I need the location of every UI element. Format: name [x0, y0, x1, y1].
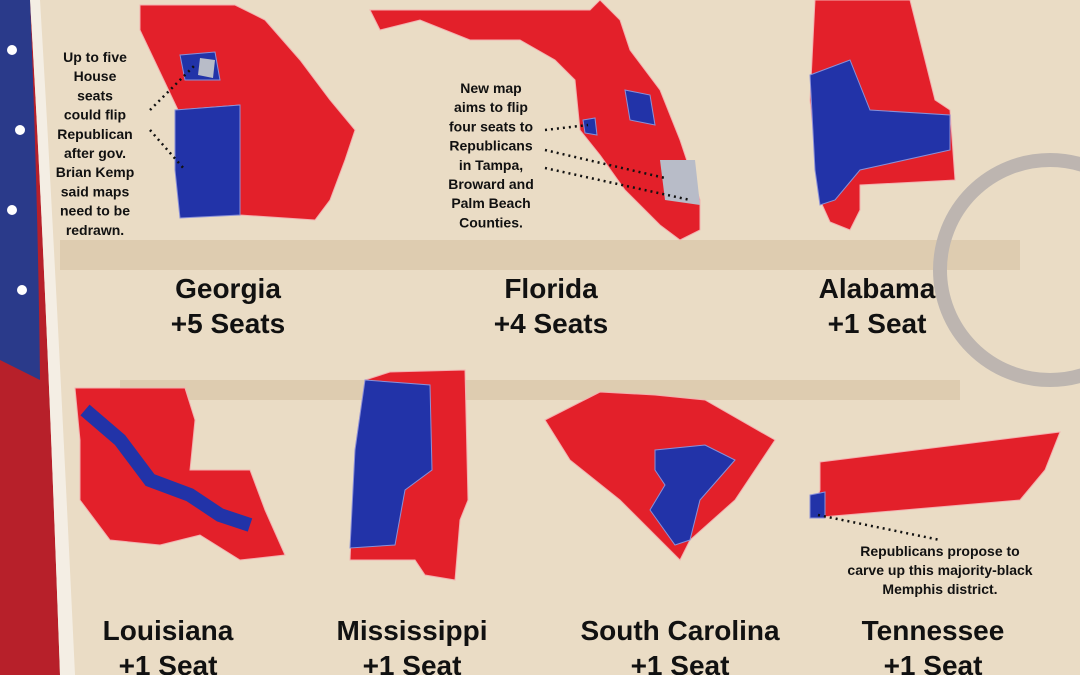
annotation-line: New map	[460, 80, 521, 96]
state-name: Alabama	[819, 273, 936, 304]
annotation-line: Republicans propose to	[860, 543, 1019, 559]
tennessee-map	[809, 431, 1061, 519]
south-carolina-map	[544, 391, 776, 561]
state-name: Georgia	[175, 273, 281, 304]
annotation-line: said maps	[61, 183, 130, 199]
state-name: Louisiana	[103, 615, 234, 646]
annotation-line: Republican	[57, 126, 132, 142]
seat-change: +1 Seat	[119, 650, 218, 675]
annotation-line: in Tampa,	[459, 157, 523, 173]
annotation-line: carve up this majority-black	[847, 562, 1032, 578]
state-name: Tennessee	[862, 615, 1005, 646]
seat-change: +4 Seats	[494, 308, 608, 339]
annotation-line: seats	[77, 87, 113, 103]
state-name: South Carolina	[580, 615, 780, 646]
annotation-line: Counties.	[459, 214, 523, 230]
annotation-line: Palm Beach	[451, 195, 530, 211]
state-name: Mississippi	[337, 615, 488, 646]
annotation-line: Memphis district.	[882, 581, 997, 597]
louisiana-map	[74, 387, 286, 561]
annotation-line: Republicans	[449, 138, 532, 154]
seat-change: +5 Seats	[171, 308, 285, 339]
annotations: Up to five House seats could flip Republican…	[56, 49, 1033, 597]
annotation-line: after gov.	[64, 145, 126, 161]
labels: Georgia +5 Seats Florida +4 Seats Alabama +1 …	[103, 273, 1005, 675]
annotation-line: could flip	[64, 107, 126, 123]
seat-change: +1 Seat	[631, 650, 730, 675]
annotation-line: aims to flip	[454, 99, 528, 115]
leader-lines	[149, 64, 941, 542]
annotation-line: House	[74, 68, 117, 84]
background-architecture	[60, 153, 1080, 400]
flag	[0, 0, 75, 675]
annotation-line: Brian Kemp	[56, 164, 135, 180]
annotation-line: Broward and	[448, 176, 534, 192]
alabama-map	[809, 0, 956, 231]
georgia-map	[139, 4, 356, 221]
annotation-line: redrawn.	[66, 222, 124, 238]
seat-change: +1 Seat	[884, 650, 983, 675]
annotation-line: Up to five	[63, 49, 127, 65]
florida-map	[369, 0, 701, 241]
mississippi-map	[349, 369, 469, 581]
seat-change: +1 Seat	[363, 650, 462, 675]
state-name: Florida	[504, 273, 598, 304]
annotation-line: need to be	[60, 203, 130, 219]
seat-change: +1 Seat	[828, 308, 927, 339]
annotation-line: four seats to	[449, 118, 533, 134]
